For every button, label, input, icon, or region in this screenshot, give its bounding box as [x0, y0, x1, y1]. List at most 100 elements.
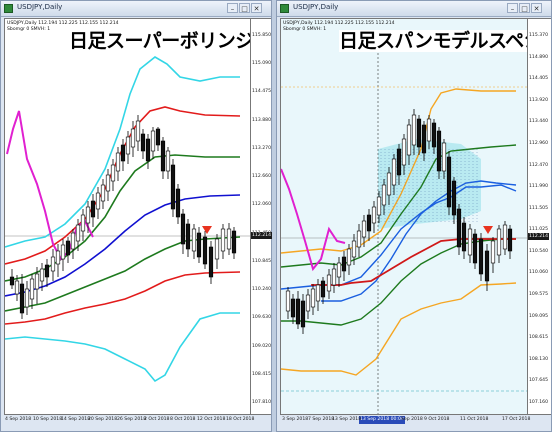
window-title: USDJPY,Daily: [293, 3, 339, 11]
price-tick-label: 107.645: [529, 378, 548, 384]
time-tick-label: 12 Oct 2018: [197, 417, 226, 422]
candle-body: [191, 228, 197, 252]
candle-body: [406, 124, 412, 156]
price-tick-label: 108.615: [529, 335, 548, 341]
candle-body: [361, 220, 367, 238]
chart-overlay-title: 日足スーパーボリンジャー: [69, 30, 250, 52]
price-tick-label: 115.850: [252, 33, 271, 38]
candle-body: [130, 128, 136, 148]
price-tick-label: 110.540: [529, 248, 548, 254]
candle-body: [231, 230, 237, 254]
close-icon[interactable]: ✕: [531, 3, 542, 13]
candle-body: [421, 124, 427, 154]
span-blue-secondary-line: [321, 180, 517, 302]
current-price-label: 112.214: [528, 233, 549, 240]
candle-body: [478, 238, 484, 275]
candle-body: [331, 268, 337, 286]
maximize-icon[interactable]: □: [519, 3, 530, 13]
price-tick-label: 112.060: [252, 202, 271, 208]
candle-body: [310, 288, 316, 308]
candle-body: [290, 298, 296, 318]
lagging-span-line: [6, 110, 94, 261]
candle-body: [170, 164, 176, 210]
candle-body: [295, 298, 301, 325]
candle-body: [396, 148, 402, 176]
candle-body: [346, 248, 352, 266]
chart-overlay-title: 日足スパンモデルスペシャル: [339, 30, 527, 52]
candle-body: [456, 208, 462, 248]
candle-body: [175, 188, 181, 218]
candle-body: [300, 300, 306, 328]
band-lower3-line: [5, 312, 240, 383]
candle-body: [19, 283, 25, 314]
candle-body: [502, 224, 508, 250]
chart-canvas: [5, 56, 250, 383]
candle-body: [145, 138, 151, 162]
title-bar[interactable]: USDJPY,Daily – □ ✕: [1, 1, 271, 17]
time-tick-label: 9 Oct 2018: [424, 417, 450, 422]
candle-body: [441, 142, 447, 172]
price-tick-label: 113.440: [529, 119, 548, 125]
candle-body: [467, 228, 473, 256]
chart-window-left[interactable]: USDJPY,Daily – □ ✕ USDJPY,Daily 112.194 …: [0, 0, 272, 432]
window-title: USDJPY,Daily: [17, 3, 63, 11]
minimize-icon[interactable]: –: [227, 3, 238, 13]
minimize-icon[interactable]: –: [507, 3, 518, 13]
time-tick-label: 26 Sep 2018: [117, 417, 147, 422]
candle-body: [386, 172, 392, 196]
price-axis[interactable]: 115.370 114.890 114.405 113.920 113.440 112.9…: [528, 18, 551, 415]
candle-body: [100, 184, 106, 202]
price-tick-label: 109.630: [252, 315, 271, 321]
candle-body: [115, 152, 121, 172]
indicator-info-line: Sbomgr 0 SMVH: 1: [283, 27, 327, 32]
time-axis[interactable]: 13 Sep 2018 00:00 3 Sep 2018 7 Sep 2018 13…: [280, 415, 551, 430]
price-tick-label: 112.470: [529, 162, 548, 168]
candle-body: [165, 150, 171, 172]
signal-arrow-icon: [483, 226, 493, 234]
candle-body: [426, 118, 432, 142]
close-icon[interactable]: ✕: [251, 3, 262, 13]
time-tick-label: 10 Sep 2018: [33, 417, 63, 422]
candle-body: [125, 136, 131, 155]
candle-body: [70, 232, 76, 250]
candle-body: [490, 240, 496, 264]
candle-body: [150, 130, 156, 152]
candle-body: [214, 238, 220, 260]
candle-body: [39, 268, 45, 282]
candle-body: [436, 130, 442, 172]
band-lower2-line: [5, 271, 241, 325]
price-axis[interactable]: 115.850 115.090 114.475 113.880 113.270 112.6…: [251, 18, 272, 415]
candle-body: [484, 250, 490, 282]
chart-window-right[interactable]: USDJPY,Daily – □ ✕ USDJPY,Daily 112.194 …: [276, 0, 552, 432]
candle-body: [381, 184, 387, 206]
span-orange-lower-line: [281, 282, 517, 376]
lagging-span-line: [281, 168, 346, 272]
candle-body: [411, 114, 417, 146]
candle-body: [75, 224, 81, 242]
time-tick-label: 14 Sep 2018: [61, 417, 91, 422]
candle-body: [65, 240, 71, 256]
candle-body: [135, 120, 141, 142]
time-axis[interactable]: 4 Sep 2018 10 Sep 2018 14 Sep 2018 20 Sep 2…: [4, 415, 271, 430]
maximize-icon[interactable]: □: [239, 3, 250, 13]
price-tick-label: 108.130: [529, 356, 548, 362]
band-upper3-line: [5, 56, 240, 248]
price-chart[interactable]: USDJPY,Daily 112.194 112.225 112.155 112…: [4, 18, 251, 415]
price-chart[interactable]: USDJPY,Daily 112.194 112.225 112.155 112…: [280, 18, 528, 415]
time-tick-label: 11 Oct 2018: [460, 417, 489, 422]
price-tick-label: 111.025: [529, 227, 548, 233]
candle-body: [326, 274, 332, 292]
candle-body: [185, 223, 191, 250]
time-tick-label: 17 Oct 2018: [502, 417, 531, 422]
candle-body: [80, 214, 86, 232]
candle-body: [285, 290, 291, 312]
title-bar[interactable]: USDJPY,Daily – □ ✕: [277, 1, 551, 17]
time-tick-label: 8 Oct 2018: [170, 417, 196, 422]
price-tick-label: 113.920: [529, 97, 548, 103]
price-tick-label: 111.990: [529, 184, 548, 190]
time-tick-label: 2 Oct 2018: [144, 417, 170, 422]
candle-body: [140, 133, 146, 152]
chart-window-icon: [4, 4, 13, 13]
candle-body: [315, 284, 321, 302]
price-tick-label: 107.810: [252, 400, 271, 405]
